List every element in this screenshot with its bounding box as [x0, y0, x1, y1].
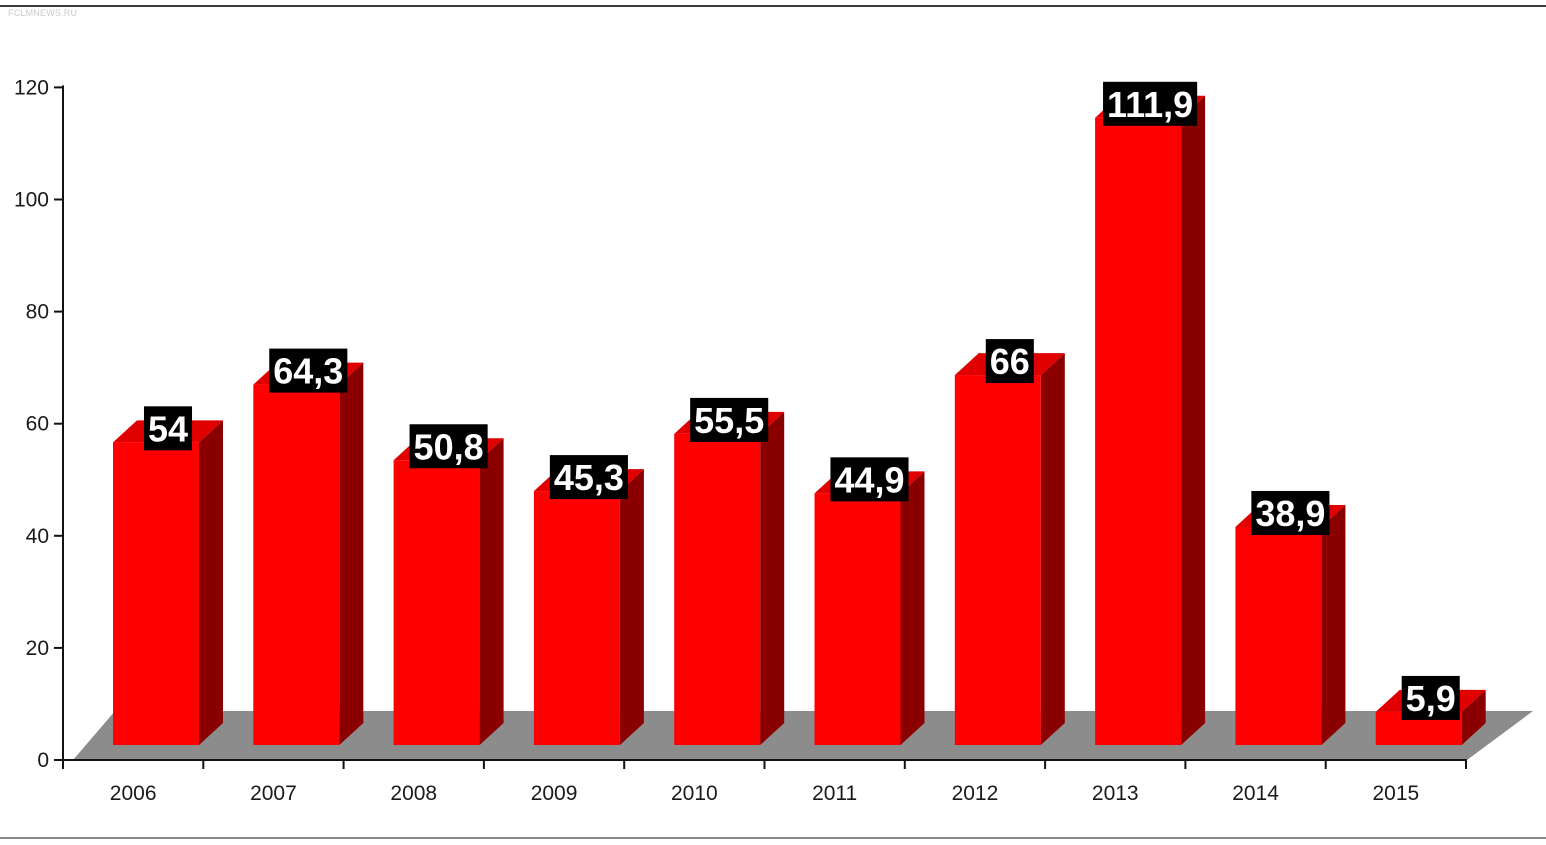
bar-2009	[533, 469, 644, 745]
data-label-bg	[269, 348, 348, 393]
data-label-bg	[1401, 675, 1460, 720]
data-label-2010: 55,5	[690, 397, 769, 442]
bar-front-face	[253, 384, 340, 745]
bar-side-face	[1461, 689, 1486, 745]
bar-front-face	[533, 491, 620, 745]
frame-bottom-border	[0, 837, 1546, 839]
x-tick-label: 2006	[110, 782, 157, 805]
x-tick-label: 2014	[1232, 782, 1279, 805]
bar-front-face	[814, 493, 901, 745]
y-tick-label: 40	[26, 525, 49, 548]
x-tick-label: 2013	[1092, 782, 1139, 805]
bar-front-face	[954, 375, 1041, 745]
x-tick-label: 2010	[671, 782, 718, 805]
bar-2007	[253, 362, 364, 745]
data-label-2013: 111,9	[1103, 81, 1198, 126]
bar-2012	[954, 353, 1065, 745]
data-label-text: 44,9	[834, 459, 904, 500]
data-label-2014: 38,9	[1251, 490, 1330, 535]
bar-side-face	[339, 362, 364, 745]
data-label-text: 64,3	[273, 351, 343, 392]
y-tick-label: 60	[26, 413, 49, 436]
y-tick-label: 80	[26, 301, 49, 324]
bar-front-face	[1235, 526, 1322, 745]
data-label-text: 5,9	[1406, 678, 1456, 719]
data-label-bg	[549, 455, 628, 500]
y-tick-label: 120	[14, 76, 49, 99]
watermark: FCLMNEWS.RU	[8, 8, 78, 18]
bar-front-face	[1095, 117, 1182, 746]
data-label-text: 55,5	[694, 400, 764, 441]
x-tick-label: 2009	[531, 782, 578, 805]
bar-2006	[113, 420, 223, 745]
bar-front-face	[393, 460, 480, 745]
x-tick-label: 2011	[812, 782, 857, 805]
x-tick-label: 2008	[390, 782, 437, 805]
data-label-2007: 64,3	[269, 348, 348, 393]
bar-side-face	[1040, 353, 1065, 745]
data-label-text: 38,9	[1255, 493, 1325, 534]
x-tick-label: 2015	[1372, 782, 1419, 805]
y-tick-label: 0	[37, 749, 49, 772]
data-label-text: 50,8	[414, 426, 484, 467]
data-label-text: 54	[148, 408, 188, 449]
bar-2014	[1235, 504, 1346, 745]
data-label-text: 111,9	[1107, 84, 1193, 125]
bar-front-face	[674, 433, 761, 745]
frame-top-border	[0, 5, 1546, 7]
bar-side-face	[1181, 95, 1206, 746]
x-tick-label: 2007	[250, 782, 297, 805]
data-label-2009: 45,3	[549, 455, 628, 500]
y-tick-label: 20	[26, 637, 49, 660]
data-label-2012: 66	[985, 339, 1034, 384]
data-label-text: 66	[990, 341, 1030, 382]
data-label-2011: 44,9	[830, 457, 909, 502]
data-label-bg	[1103, 81, 1198, 126]
bar-2013	[1095, 95, 1206, 746]
bar-side-face	[900, 471, 925, 745]
data-label-text: 45,3	[554, 457, 624, 498]
data-label-2015: 5,9	[1401, 675, 1460, 720]
data-label-bg	[1251, 490, 1330, 535]
data-label-bg	[830, 457, 909, 502]
data-label-bg	[143, 406, 193, 451]
bar-2010	[674, 411, 785, 745]
y-tick-label: 100	[14, 189, 49, 212]
bar-side-face	[1321, 504, 1346, 745]
data-label-bg	[985, 339, 1034, 384]
bar-side-face	[479, 438, 504, 745]
bar-front-face	[113, 442, 199, 745]
data-label-bg	[409, 424, 488, 469]
bar-2008	[393, 438, 504, 745]
bar-side-face	[199, 420, 223, 745]
bar-side-face	[619, 469, 644, 745]
x-tick-label: 2012	[952, 782, 999, 805]
data-label-2008: 50,8	[409, 424, 488, 469]
bar-2011	[814, 471, 925, 745]
data-label-bg	[690, 397, 769, 442]
data-label-2006: 54	[143, 406, 193, 451]
bar-side-face	[760, 411, 785, 745]
